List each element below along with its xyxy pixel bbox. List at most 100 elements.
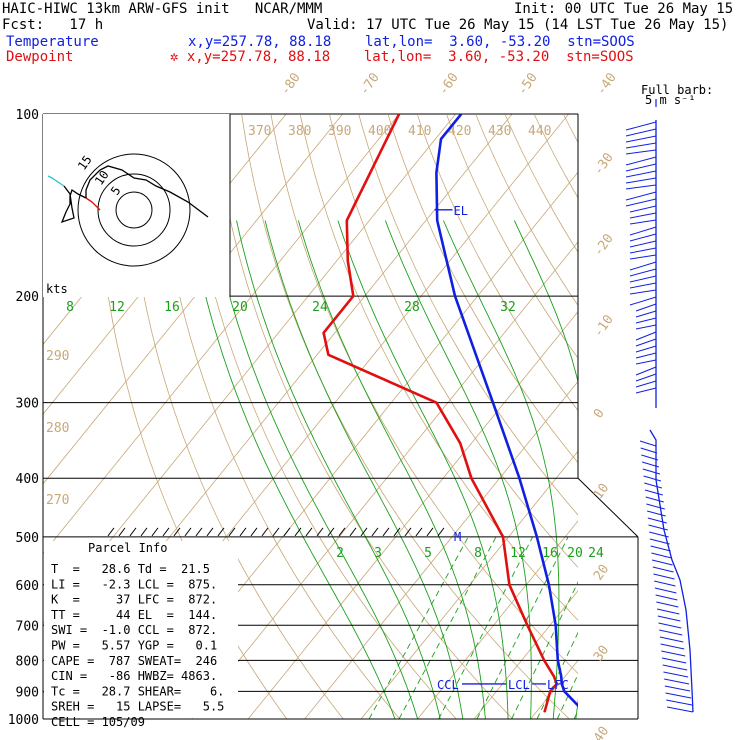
temperature-legend-label: Temperature — [6, 34, 99, 50]
freezing-level-hatch — [382, 527, 390, 537]
freezing-level-hatch — [283, 527, 291, 537]
dry-adiabat-label: 280 — [46, 421, 69, 436]
freezing-level-hatch — [173, 527, 181, 537]
mixing-ratio-line — [438, 536, 534, 719]
moist-adiabat-line — [189, 220, 396, 719]
wind-barb — [625, 170, 657, 178]
isotherm-line — [191, 241, 578, 719]
wind-barb — [635, 352, 657, 359]
wind-barb — [625, 142, 657, 149]
wind-barb — [641, 461, 660, 468]
wind-barb — [635, 373, 657, 382]
wind-barb — [657, 615, 681, 622]
freezing-level-hatch — [305, 527, 313, 537]
model-title: HAIC-HIWC 13km ARW-GFS init NCAR/MMM — [2, 1, 323, 17]
parcel-info-title: Parcel Info — [88, 541, 167, 555]
wind-barb — [629, 275, 657, 283]
mixing-ratio-label: 12 — [510, 546, 526, 561]
moist-adiabat-line — [264, 220, 464, 719]
freezing-level-hatch — [437, 527, 445, 537]
wind-barb — [635, 387, 657, 394]
isotherm-label: -50 — [515, 70, 541, 98]
moist-adiabat-line — [297, 220, 486, 719]
isotherm-label: 30 — [591, 643, 612, 664]
freezing-level-hatch — [360, 527, 368, 537]
pressure-tick-label: 900 — [16, 685, 39, 700]
isotherm-line — [473, 590, 578, 719]
dry-adiabat-line — [534, 114, 578, 199]
wind-barb — [625, 198, 657, 207]
freezing-level-hatch — [162, 527, 170, 537]
dewpoint-profile-line — [322, 114, 559, 713]
dry-adiabat-label: 430 — [488, 124, 511, 139]
isotherm-line — [43, 114, 343, 485]
wind-barb — [661, 657, 687, 664]
isotherm-label: 40 — [591, 724, 612, 740]
freezing-level-hatch — [404, 527, 412, 537]
wind-barb — [661, 650, 686, 657]
wind-barb — [641, 454, 659, 461]
moist-adiabat-line — [597, 221, 633, 720]
hodograph-ring-label: 15 — [75, 153, 95, 173]
wind-barb — [654, 580, 676, 587]
wind-barb — [625, 135, 657, 143]
hodograph-speed-ring — [77, 153, 191, 267]
dry-adiabat-line — [387, 114, 578, 464]
wind-barb — [651, 559, 673, 566]
dry-adiabat-label: 440 — [528, 124, 551, 139]
dry-adiabat-line — [652, 115, 740, 719]
isotherm-line — [43, 114, 400, 555]
moist-adiabat-line — [384, 220, 532, 719]
freezing-level-hatch — [184, 527, 192, 537]
parcel-info-row: CAPE = 787 SWEAT= 246 — [51, 654, 217, 668]
freezing-level-hatch — [294, 527, 302, 537]
dry-adiabat-label: 420 — [448, 124, 471, 139]
wind-barb — [625, 191, 657, 201]
freezing-level-hatch — [206, 527, 214, 537]
mixing-ratio-line — [556, 673, 578, 719]
wind-barb — [665, 692, 692, 699]
wind-barb — [643, 475, 662, 482]
wind-barb — [635, 324, 657, 330]
forecast-hour: Fcst: 17 h — [2, 17, 104, 33]
moist-adiabat-label: 20 — [232, 300, 248, 315]
parcel-info-row: Tc = 28.7 SHEAR= 6. — [51, 684, 224, 698]
wind-barb — [625, 149, 657, 155]
wind-barb — [629, 261, 657, 271]
parcel-info-row: SWI = -1.0 CCL = 872. — [51, 623, 217, 637]
parcel-info-row: PW = 5.57 YGP = 0.1 — [51, 639, 217, 653]
moist-adiabat-lines — [189, 220, 633, 720]
wind-barb — [629, 268, 657, 277]
wind-barb — [629, 289, 657, 295]
wind-barb — [651, 552, 672, 559]
hodograph-background — [43, 114, 230, 297]
moist-adiabat-label: 24 — [312, 300, 328, 315]
wind-barb — [662, 664, 688, 671]
isotherm-label: -70 — [357, 70, 383, 98]
mixing-ratio-line — [368, 536, 469, 719]
dewpoint-location-info: ✲ x,y=257.78, 88.18 lat,lon= 3.60, -53.2… — [170, 49, 634, 65]
wind-barb — [635, 331, 657, 341]
dry-adiabat-line — [593, 115, 740, 719]
pressure-tick-label: 200 — [16, 290, 39, 305]
freezing-level-hatch — [217, 527, 225, 537]
wind-barb — [635, 303, 657, 312]
pressure-tick-label: 300 — [16, 397, 39, 412]
wind-barb — [629, 233, 657, 242]
wind-barb — [639, 440, 657, 447]
temperature-location-info: x,y=257.78, 88.18 lat,lon= 3.60, -53.20 … — [188, 34, 635, 50]
mixing-ratio-label: 2 — [336, 546, 344, 561]
wind-barb — [625, 128, 657, 137]
parcel-info-row: CELL = 105/09 — [51, 715, 145, 729]
init-time: Init: 00 UTC Tue 26 May 15 — [514, 1, 734, 17]
isotherm-label: -80 — [278, 70, 304, 98]
isotherm-line — [360, 450, 578, 719]
el-marker-label: EL — [454, 204, 468, 218]
isotherm-line — [644, 114, 740, 719]
dry-adiabat-line — [358, 114, 578, 516]
wind-barb — [629, 296, 657, 306]
wind-barb — [647, 517, 667, 524]
hodograph-speed-ring — [115, 191, 153, 229]
